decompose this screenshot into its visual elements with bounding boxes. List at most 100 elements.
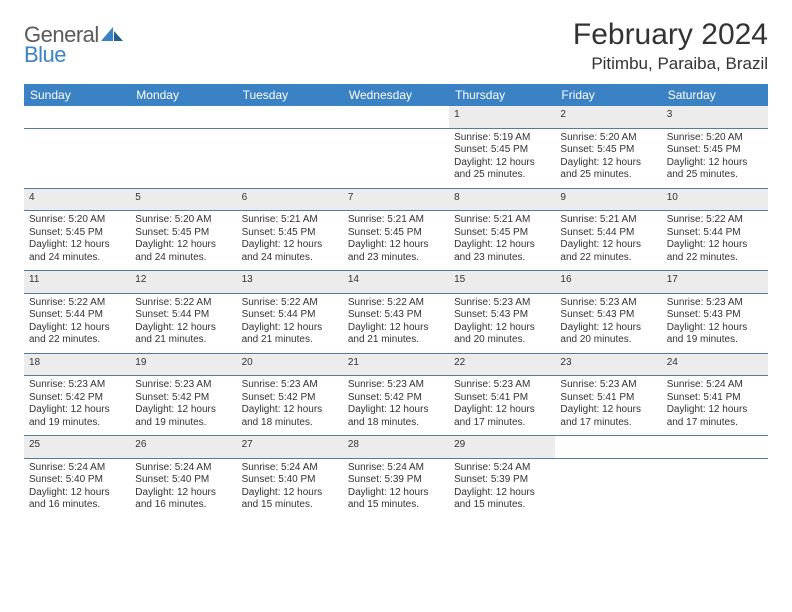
daylight-line: and 21 minutes. <box>242 334 338 347</box>
calendar-body: 123Sunrise: 5:19 AMSunset: 5:45 PMDaylig… <box>24 106 768 518</box>
day-number: 27 <box>237 436 343 459</box>
daylight-line: Daylight: 12 hours <box>135 322 231 335</box>
sunset-line: Sunset: 5:44 PM <box>560 227 656 240</box>
day-cell: Sunrise: 5:21 AMSunset: 5:45 PMDaylight:… <box>449 211 555 271</box>
day-number: 13 <box>237 271 343 294</box>
sunset-line: Sunset: 5:45 PM <box>560 144 656 157</box>
day-number: 2 <box>555 106 661 128</box>
day-cell: Sunrise: 5:22 AMSunset: 5:44 PMDaylight:… <box>130 293 236 353</box>
day-number: 6 <box>237 188 343 211</box>
daylight-line: and 17 minutes. <box>560 417 656 430</box>
day-number: 15 <box>449 271 555 294</box>
day-cell: Sunrise: 5:20 AMSunset: 5:45 PMDaylight:… <box>24 211 130 271</box>
day-cell: Sunrise: 5:22 AMSunset: 5:44 PMDaylight:… <box>662 211 768 271</box>
daylight-line: and 18 minutes. <box>242 417 338 430</box>
sunset-line: Sunset: 5:45 PM <box>454 227 550 240</box>
logo-blue-wrap: Blue <box>24 42 66 68</box>
sunset-line: Sunset: 5:42 PM <box>348 392 444 405</box>
sunrise-line: Sunrise: 5:21 AM <box>454 214 550 227</box>
day-cell: Sunrise: 5:22 AMSunset: 5:44 PMDaylight:… <box>237 293 343 353</box>
sunset-line: Sunset: 5:41 PM <box>560 392 656 405</box>
sunrise-line: Sunrise: 5:24 AM <box>667 379 763 392</box>
sunset-line: Sunset: 5:43 PM <box>454 309 550 322</box>
sunset-line: Sunset: 5:43 PM <box>348 309 444 322</box>
sunset-line: Sunset: 5:41 PM <box>667 392 763 405</box>
daylight-line: Daylight: 12 hours <box>454 239 550 252</box>
sunrise-line: Sunrise: 5:23 AM <box>667 297 763 310</box>
daylight-line: Daylight: 12 hours <box>242 487 338 500</box>
daynum-row: 2526272829 <box>24 436 768 459</box>
day-cell <box>555 458 661 518</box>
sunset-line: Sunset: 5:40 PM <box>29 474 125 487</box>
day-cell: Sunrise: 5:20 AMSunset: 5:45 PMDaylight:… <box>130 211 236 271</box>
daylight-line: Daylight: 12 hours <box>348 404 444 417</box>
daylight-line: and 25 minutes. <box>667 169 763 182</box>
sunrise-line: Sunrise: 5:21 AM <box>242 214 338 227</box>
day-number: 4 <box>24 188 130 211</box>
daylight-line: and 24 minutes. <box>242 252 338 265</box>
day-cell: Sunrise: 5:23 AMSunset: 5:42 PMDaylight:… <box>130 376 236 436</box>
day-number: 11 <box>24 271 130 294</box>
info-row: Sunrise: 5:23 AMSunset: 5:42 PMDaylight:… <box>24 376 768 436</box>
day-number <box>662 436 768 459</box>
sunset-line: Sunset: 5:45 PM <box>29 227 125 240</box>
daylight-line: Daylight: 12 hours <box>135 404 231 417</box>
sunrise-line: Sunrise: 5:20 AM <box>560 132 656 145</box>
day-number: 9 <box>555 188 661 211</box>
daylight-line: Daylight: 12 hours <box>348 322 444 335</box>
day-cell: Sunrise: 5:20 AMSunset: 5:45 PMDaylight:… <box>662 128 768 188</box>
weekday-header: Saturday <box>662 84 768 106</box>
day-number: 29 <box>449 436 555 459</box>
weekday-header: Wednesday <box>343 84 449 106</box>
daylight-line: Daylight: 12 hours <box>242 322 338 335</box>
sunset-line: Sunset: 5:45 PM <box>348 227 444 240</box>
day-number: 16 <box>555 271 661 294</box>
weekday-header: Friday <box>555 84 661 106</box>
sunset-line: Sunset: 5:45 PM <box>667 144 763 157</box>
day-cell: Sunrise: 5:23 AMSunset: 5:43 PMDaylight:… <box>555 293 661 353</box>
day-cell <box>662 458 768 518</box>
sunrise-line: Sunrise: 5:23 AM <box>242 379 338 392</box>
day-cell: Sunrise: 5:23 AMSunset: 5:43 PMDaylight:… <box>449 293 555 353</box>
sunset-line: Sunset: 5:42 PM <box>135 392 231 405</box>
day-cell <box>237 128 343 188</box>
sunset-line: Sunset: 5:42 PM <box>242 392 338 405</box>
month-title: February 2024 <box>573 18 768 52</box>
sunset-line: Sunset: 5:45 PM <box>242 227 338 240</box>
daylight-line: Daylight: 12 hours <box>348 487 444 500</box>
daylight-line: and 20 minutes. <box>454 334 550 347</box>
day-number: 21 <box>343 353 449 376</box>
day-number: 1 <box>449 106 555 128</box>
sunset-line: Sunset: 5:40 PM <box>242 474 338 487</box>
day-cell: Sunrise: 5:22 AMSunset: 5:44 PMDaylight:… <box>24 293 130 353</box>
info-row: Sunrise: 5:24 AMSunset: 5:40 PMDaylight:… <box>24 458 768 518</box>
day-number: 20 <box>237 353 343 376</box>
sunrise-line: Sunrise: 5:23 AM <box>348 379 444 392</box>
sunset-line: Sunset: 5:40 PM <box>135 474 231 487</box>
sunset-line: Sunset: 5:44 PM <box>135 309 231 322</box>
sunset-line: Sunset: 5:42 PM <box>29 392 125 405</box>
day-number <box>343 106 449 128</box>
weekday-header: Tuesday <box>237 84 343 106</box>
day-number: 24 <box>662 353 768 376</box>
day-number: 18 <box>24 353 130 376</box>
daylight-line: Daylight: 12 hours <box>348 239 444 252</box>
daylight-line: and 15 minutes. <box>348 499 444 512</box>
day-cell: Sunrise: 5:21 AMSunset: 5:44 PMDaylight:… <box>555 211 661 271</box>
daylight-line: Daylight: 12 hours <box>667 157 763 170</box>
sunrise-line: Sunrise: 5:23 AM <box>560 297 656 310</box>
day-number: 23 <box>555 353 661 376</box>
daylight-line: and 24 minutes. <box>135 252 231 265</box>
day-cell: Sunrise: 5:23 AMSunset: 5:42 PMDaylight:… <box>343 376 449 436</box>
daylight-line: Daylight: 12 hours <box>454 322 550 335</box>
logo-text-blue: Blue <box>24 42 66 67</box>
daylight-line: and 19 minutes. <box>135 417 231 430</box>
calendar-page: General February 2024 Pitimbu, Paraiba, … <box>0 0 792 536</box>
day-cell: Sunrise: 5:24 AMSunset: 5:39 PMDaylight:… <box>343 458 449 518</box>
day-cell: Sunrise: 5:24 AMSunset: 5:39 PMDaylight:… <box>449 458 555 518</box>
sunset-line: Sunset: 5:44 PM <box>242 309 338 322</box>
sunrise-line: Sunrise: 5:23 AM <box>454 379 550 392</box>
day-cell: Sunrise: 5:21 AMSunset: 5:45 PMDaylight:… <box>343 211 449 271</box>
sunrise-line: Sunrise: 5:20 AM <box>667 132 763 145</box>
daylight-line: Daylight: 12 hours <box>560 404 656 417</box>
